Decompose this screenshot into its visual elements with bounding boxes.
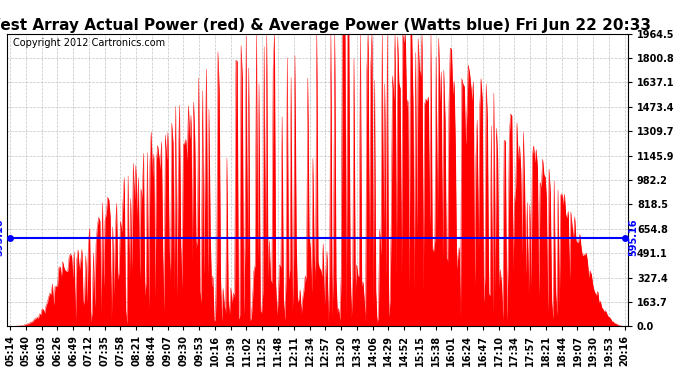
Title: West Array Actual Power (red) & Average Power (Watts blue) Fri Jun 22 20:33: West Array Actual Power (red) & Average … [0,18,651,33]
Text: 595.16: 595.16 [628,219,638,257]
Text: 595.16: 595.16 [0,219,4,257]
Text: Copyright 2012 Cartronics.com: Copyright 2012 Cartronics.com [13,38,165,48]
